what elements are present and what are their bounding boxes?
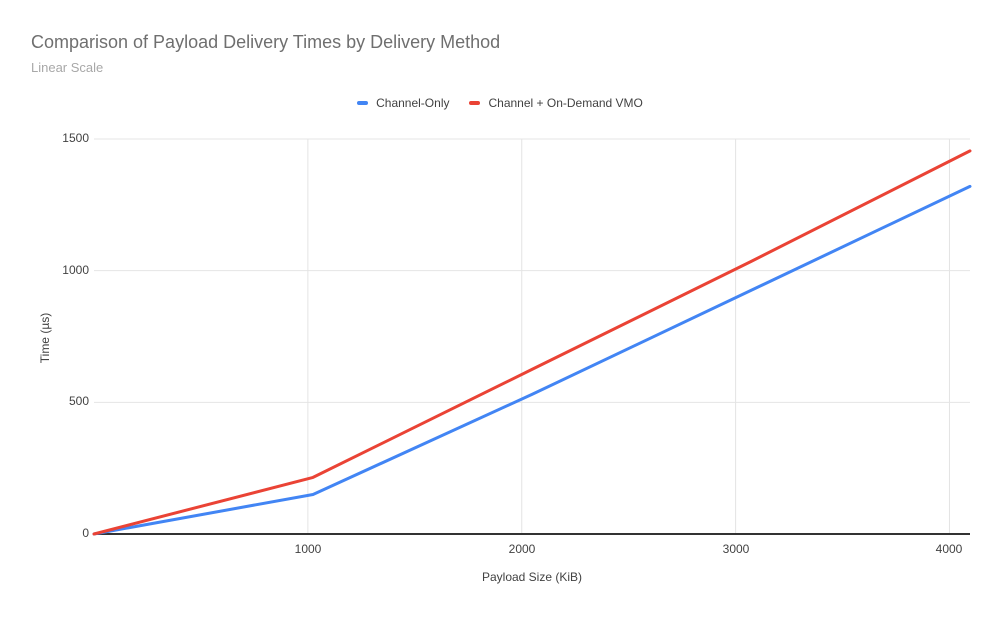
y-tick-label: 1000 bbox=[62, 263, 89, 277]
legend-item-channel-on-demand-vmo[interactable]: Channel + On-Demand VMO bbox=[469, 96, 643, 110]
y-tick-label: 500 bbox=[68, 394, 89, 408]
x-tick-label: 3000 bbox=[722, 542, 750, 556]
x-tick-label: 2000 bbox=[508, 542, 536, 556]
chart-subtitle: Linear Scale bbox=[31, 60, 104, 75]
legend-label-channel-only: Channel-Only bbox=[376, 96, 450, 110]
series-line-channel-on-demand-vmo[interactable] bbox=[92, 149, 972, 536]
y-axis-title: Time (µs) bbox=[38, 312, 52, 364]
channel-on-demand-vmo-series-swatch-icon bbox=[469, 101, 481, 105]
legend-label-channel-on-demand-vmo: Channel + On-Demand VMO bbox=[488, 96, 643, 110]
y-tick-label: 0 bbox=[82, 526, 89, 540]
x-tick-label: 4000 bbox=[935, 542, 963, 556]
series-line-channel-only[interactable] bbox=[92, 184, 972, 536]
legend-item-channel-only[interactable]: Channel-Only bbox=[357, 96, 449, 110]
y-tick-label: 1500 bbox=[62, 131, 89, 145]
channel-only-series-swatch-icon bbox=[357, 101, 369, 105]
x-tick-label: 1000 bbox=[294, 542, 322, 556]
chart-title: Comparison of Payload Delivery Times by … bbox=[31, 32, 501, 52]
legend: Channel-Only Channel + On-Demand VMO bbox=[0, 94, 1000, 112]
x-axis-title: Payload Size (KiB) bbox=[481, 570, 583, 584]
